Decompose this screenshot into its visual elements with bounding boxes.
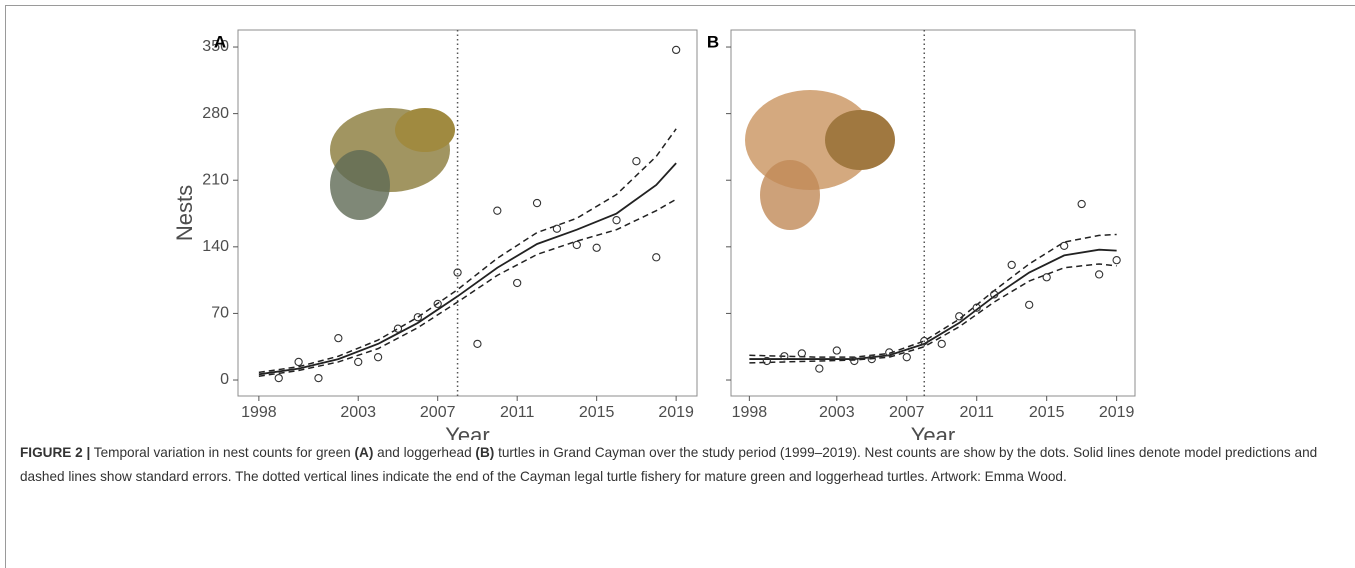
nest-count-point — [937, 339, 946, 349]
nest-count-point — [885, 348, 894, 357]
nest-count-point — [1112, 255, 1121, 265]
caption-bold: (A) — [354, 445, 374, 460]
plot-frame — [730, 29, 1136, 397]
nest-count-point — [453, 268, 462, 277]
plot-frame — [237, 29, 698, 397]
nest-count-point — [815, 364, 824, 373]
nest-count-point — [780, 352, 789, 361]
y-tick-label: 210 — [202, 171, 229, 188]
nest-count-point — [274, 373, 283, 383]
y-tick-label: 280 — [202, 105, 229, 122]
turtle-artwork — [745, 90, 895, 230]
y-tick-label: 70 — [211, 305, 229, 322]
nest-count-point — [294, 357, 303, 367]
nest-count-point — [373, 353, 383, 362]
x-tick-label: 2003 — [340, 404, 376, 421]
nest-count-point — [920, 336, 929, 346]
standard-error-line — [749, 263, 1117, 364]
panel-label: A — [214, 32, 226, 51]
nest-count-point — [1094, 270, 1104, 279]
model-line — [258, 162, 677, 376]
caption-bold: (B) — [475, 445, 495, 460]
x-tick-label: 2003 — [819, 404, 855, 421]
nest-count-point — [972, 303, 981, 312]
nest-count-point — [393, 324, 403, 333]
panel-label: B — [707, 32, 719, 51]
nest-count-point — [572, 240, 581, 250]
nest-count-point — [671, 45, 681, 55]
model-line — [749, 248, 1117, 360]
nest-count-point — [354, 357, 363, 367]
nest-count-point — [652, 253, 661, 262]
nest-count-point — [413, 313, 422, 322]
x-tick-label: 2011 — [960, 404, 995, 421]
x-tick-label: 2007 — [420, 404, 456, 421]
nest-count-point — [955, 312, 964, 321]
y-tick-label: 350 — [202, 38, 229, 55]
y-axis-title: Nests — [172, 185, 197, 241]
nest-count-point — [513, 278, 522, 288]
nest-count-point — [433, 299, 442, 309]
nest-count-point — [902, 353, 911, 362]
nest-count-point — [334, 334, 343, 343]
y-tick-label: 140 — [202, 238, 229, 255]
nest-count-point — [850, 356, 859, 366]
x-tick-label: 2015 — [579, 404, 615, 421]
standard-error-line — [258, 198, 677, 377]
nest-count-point — [762, 356, 772, 366]
nest-count-point — [592, 243, 601, 252]
nest-count-point — [990, 290, 999, 299]
x-tick-label: 2015 — [1029, 404, 1065, 421]
nest-count-point — [1007, 260, 1016, 270]
figure: 0 70 140 210 280 350 1998 2003 2007 2011 2015 2019 A… — [172, 29, 1136, 440]
caption-bold: FIGURE 2 | — [20, 445, 91, 460]
standard-error-line — [258, 128, 677, 374]
y-tick-label: 0 — [220, 371, 229, 388]
x-tick-label: 2019 — [1099, 404, 1135, 421]
nest-count-point — [473, 339, 482, 349]
nest-count-point — [314, 373, 323, 383]
standard-error-line — [749, 233, 1117, 358]
caption-text: and loggerhead — [373, 445, 476, 460]
nest-count-point — [552, 224, 562, 233]
x-tick-label: 1998 — [241, 404, 277, 421]
x-tick-label: 2019 — [658, 404, 694, 421]
x-tick-label: 1998 — [732, 404, 768, 421]
nest-count-point — [832, 346, 841, 355]
nest-count-point — [1025, 300, 1034, 310]
nest-count-point — [632, 157, 641, 166]
figure-caption: FIGURE 2 | Temporal variation in nest co… — [20, 441, 1342, 489]
caption-text: Temporal variation in nest counts for gr… — [90, 445, 355, 460]
nest-count-point — [493, 206, 502, 215]
nest-count-point — [797, 349, 806, 358]
figure-frame — [5, 5, 1355, 568]
nest-count-point — [867, 354, 876, 364]
caption-text: turtles in Grand Cayman over the study p… — [20, 445, 1318, 484]
x-tick-label: 2011 — [500, 404, 535, 421]
nest-count-point — [1077, 199, 1086, 209]
nest-count-point — [612, 216, 621, 225]
x-axis-title: Year — [911, 423, 955, 440]
nest-count-point — [1042, 273, 1051, 282]
x-axis-title: Year — [445, 423, 489, 440]
turtle-artwork — [330, 108, 455, 220]
x-tick-label: 2007 — [889, 404, 925, 421]
nest-count-point — [532, 198, 542, 208]
nest-count-point — [1060, 241, 1069, 251]
